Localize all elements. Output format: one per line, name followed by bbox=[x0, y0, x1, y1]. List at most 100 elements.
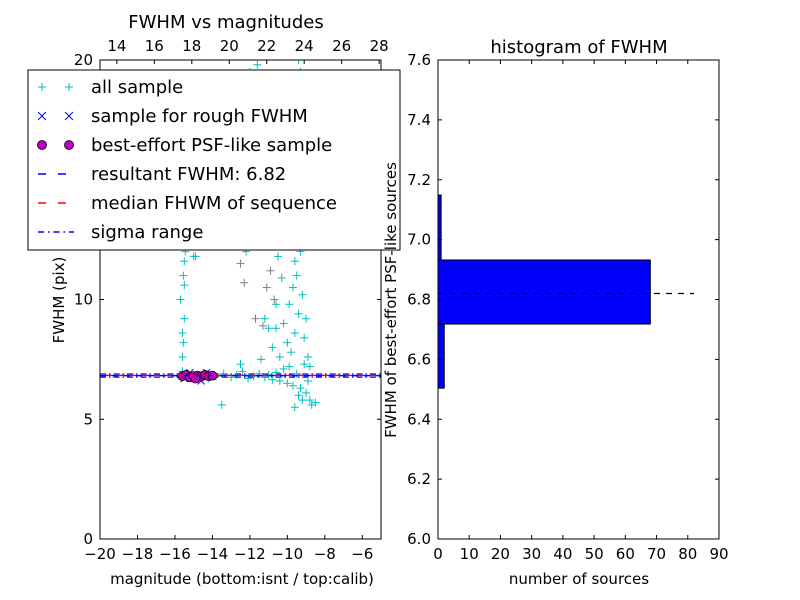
legend-entry: resultant FWHM: 6.82 bbox=[38, 164, 286, 185]
legend-label: median FHWM of sequence bbox=[91, 193, 337, 214]
hist-y-tick-label: 7.4 bbox=[407, 111, 431, 129]
point-plus bbox=[305, 362, 314, 371]
hist-x-tick-label: 10 bbox=[460, 545, 479, 563]
point-plus bbox=[283, 379, 292, 388]
point-plus bbox=[257, 355, 266, 364]
hist-x-tick-label: 50 bbox=[585, 545, 604, 563]
point-plus bbox=[294, 309, 303, 318]
point-plus bbox=[264, 324, 273, 333]
point-plus bbox=[272, 300, 281, 309]
legend-box bbox=[27, 69, 401, 251]
legend-label: resultant FWHM: 6.82 bbox=[91, 164, 286, 185]
legend-circle-icon bbox=[37, 140, 47, 150]
point-plus bbox=[303, 376, 312, 385]
point-plus bbox=[292, 369, 301, 378]
hist-x-tick-label: 20 bbox=[491, 545, 510, 563]
point-plus bbox=[179, 271, 188, 280]
scatter-title: FWHM vs magnitudes bbox=[128, 12, 323, 33]
histogram-title: histogram of FWHM bbox=[490, 37, 667, 58]
point-plus bbox=[217, 400, 226, 409]
top-x-tick-label: 16 bbox=[145, 37, 164, 55]
point-plus bbox=[270, 295, 279, 304]
hist-y-tick-label: 7.6 bbox=[407, 51, 431, 69]
x-tick-label: −6 bbox=[351, 545, 373, 563]
top-x-tick-label: 24 bbox=[295, 37, 314, 55]
point-plus bbox=[296, 384, 305, 393]
point-plus bbox=[311, 398, 320, 407]
point-plus bbox=[268, 375, 277, 384]
histogram-xlabel: number of sources bbox=[509, 570, 649, 588]
legend-label: all sample bbox=[91, 77, 183, 98]
hist-x-tick-label: 40 bbox=[553, 545, 572, 563]
legend-entry: sigma range bbox=[38, 222, 203, 243]
point-plus bbox=[275, 352, 284, 361]
point-plus bbox=[240, 278, 249, 287]
point-plus bbox=[303, 352, 312, 361]
y-tick-label: 5 bbox=[83, 410, 93, 428]
point-plus bbox=[275, 376, 284, 385]
point-plus bbox=[300, 333, 309, 342]
point-plus bbox=[251, 314, 260, 323]
y-tick-label: 0 bbox=[83, 530, 93, 548]
point-plus bbox=[191, 252, 200, 261]
y-tick-label: 10 bbox=[74, 291, 93, 309]
point-plus bbox=[236, 360, 245, 369]
point-plus bbox=[305, 396, 314, 405]
legend-entry: median FHWM of sequence bbox=[38, 193, 337, 214]
point-plus bbox=[260, 314, 269, 323]
point-plus bbox=[294, 391, 303, 400]
point-plus bbox=[178, 329, 187, 338]
x-tick-label: −14 bbox=[197, 545, 229, 563]
histogram-bar bbox=[437, 323, 445, 389]
point-plus bbox=[253, 60, 262, 69]
point-plus bbox=[292, 271, 301, 280]
top-x-tick-label: 26 bbox=[332, 37, 351, 55]
scatter-xlabel: magnitude (bottom:isnt / top:calib) bbox=[110, 570, 374, 588]
hist-x-tick-label: 80 bbox=[678, 545, 697, 563]
point-plus bbox=[180, 281, 189, 290]
point-plus bbox=[178, 352, 187, 361]
legend: all sample sample for rough FWHM best-effo… bbox=[27, 69, 401, 251]
legend-entry: all sample bbox=[38, 77, 183, 98]
legend-entry: best-effort PSF-like sample bbox=[37, 135, 332, 156]
hist-y-tick-label: 6.2 bbox=[407, 470, 431, 488]
point-plus bbox=[227, 373, 236, 382]
top-x-tick-label: 22 bbox=[257, 37, 276, 55]
point-plus bbox=[180, 257, 189, 266]
point-plus bbox=[279, 364, 288, 373]
point-plus bbox=[302, 314, 311, 323]
hist-y-tick-label: 7.2 bbox=[407, 171, 431, 189]
point-plus bbox=[236, 259, 245, 268]
top-x-tick-label: 28 bbox=[370, 37, 389, 55]
histogram-bar bbox=[437, 259, 651, 325]
legend-entry: sample for rough FWHM bbox=[37, 106, 308, 127]
hist-y-tick-label: 7.0 bbox=[407, 231, 431, 249]
hist-x-tick-label: 60 bbox=[616, 545, 635, 563]
point-plus bbox=[219, 369, 228, 378]
point-plus bbox=[287, 348, 296, 357]
x-tick-label: −18 bbox=[122, 545, 154, 563]
legend-x-icon bbox=[64, 111, 74, 121]
legend-circle-icon bbox=[64, 140, 74, 150]
top-x-tick-label: 14 bbox=[107, 37, 126, 55]
point-plus bbox=[266, 266, 275, 275]
legend-label: sample for rough FWHM bbox=[91, 106, 308, 127]
point-plus bbox=[300, 360, 309, 369]
x-tick-label: −10 bbox=[272, 545, 304, 563]
point-plus bbox=[290, 403, 299, 412]
x-tick-label: −20 bbox=[84, 545, 116, 563]
hist-x-tick-label: 70 bbox=[647, 545, 666, 563]
top-x-tick-label: 20 bbox=[220, 37, 239, 55]
point-plus bbox=[238, 367, 247, 376]
point-plus bbox=[290, 329, 299, 338]
point-plus bbox=[288, 283, 297, 292]
x-tick-label: −12 bbox=[234, 545, 266, 563]
legend-x-icon bbox=[37, 111, 47, 121]
hist-x-tick-label: 90 bbox=[709, 545, 728, 563]
point-plus bbox=[180, 314, 189, 323]
point-plus bbox=[255, 369, 264, 378]
point-plus bbox=[283, 338, 292, 347]
point-plus bbox=[176, 295, 185, 304]
y-tick-label: 20 bbox=[74, 51, 93, 69]
point-plus bbox=[277, 273, 286, 282]
